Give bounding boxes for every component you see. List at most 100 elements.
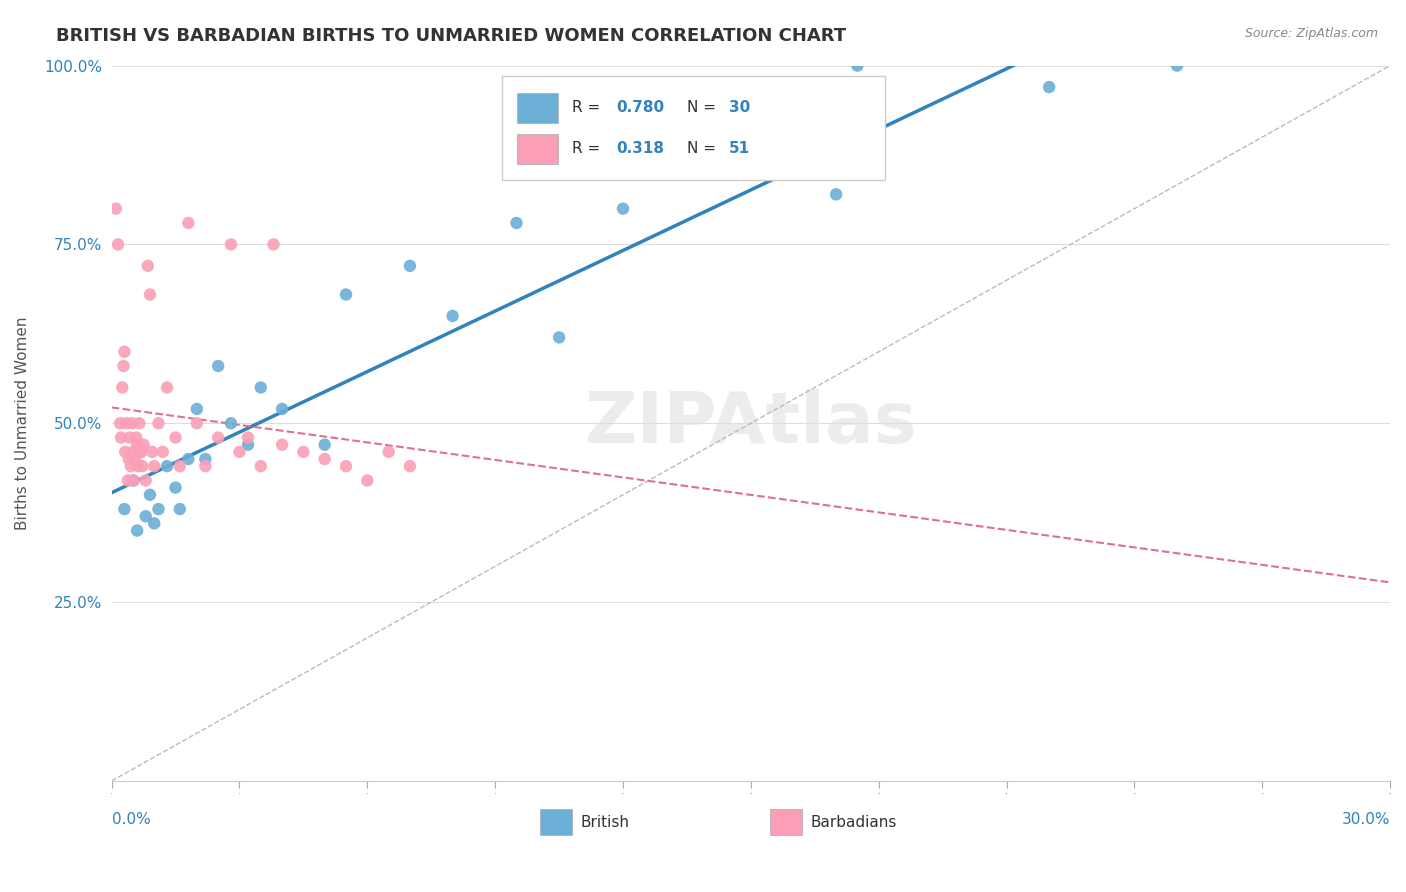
Point — [356, 474, 378, 488]
Text: N =: N = — [688, 141, 721, 156]
FancyBboxPatch shape — [517, 134, 558, 163]
Point — [399, 259, 422, 273]
Point — [127, 524, 149, 538]
Point — [314, 452, 336, 467]
Point — [129, 445, 152, 459]
Point — [128, 416, 150, 430]
Point — [112, 359, 135, 373]
Point — [143, 516, 166, 531]
Point — [127, 459, 149, 474]
Point — [111, 380, 134, 394]
Text: ZIPAtlas: ZIPAtlas — [585, 389, 917, 458]
Point — [112, 344, 135, 359]
Point — [139, 287, 162, 301]
Point — [122, 474, 145, 488]
Point — [169, 459, 191, 474]
Point — [141, 445, 163, 459]
Text: R =: R = — [572, 141, 605, 156]
Point — [122, 445, 145, 459]
Y-axis label: Births to Unmarried Women: Births to Unmarried Women — [15, 317, 30, 530]
Point — [136, 259, 159, 273]
Point — [207, 431, 229, 445]
FancyBboxPatch shape — [770, 810, 801, 835]
Point — [131, 445, 153, 459]
Text: 30.0%: 30.0% — [1341, 812, 1391, 827]
Point — [112, 502, 135, 516]
Text: Barbadians: Barbadians — [811, 815, 897, 830]
Point — [127, 438, 149, 452]
Point — [108, 416, 131, 430]
Point — [186, 401, 208, 416]
Point — [314, 438, 336, 452]
Point — [110, 431, 132, 445]
FancyBboxPatch shape — [502, 77, 886, 180]
Point — [139, 488, 162, 502]
Point — [548, 330, 571, 344]
Point — [118, 431, 141, 445]
Point — [104, 202, 127, 216]
Point — [115, 416, 138, 430]
Point — [165, 481, 187, 495]
Point — [135, 509, 157, 524]
Text: 0.0%: 0.0% — [111, 812, 150, 827]
Point — [219, 416, 242, 430]
Point — [177, 452, 200, 467]
Text: British: British — [581, 815, 630, 830]
Point — [249, 459, 271, 474]
Text: 30: 30 — [730, 100, 751, 115]
Text: BRITISH VS BARBADIAN BIRTHS TO UNMARRIED WOMEN CORRELATION CHART: BRITISH VS BARBADIAN BIRTHS TO UNMARRIED… — [56, 27, 846, 45]
Point — [165, 431, 187, 445]
Point — [124, 452, 146, 467]
Point — [177, 216, 200, 230]
Point — [228, 445, 250, 459]
Point — [135, 474, 157, 488]
Point — [825, 187, 848, 202]
Point — [399, 459, 422, 474]
Point — [148, 502, 170, 516]
Point — [125, 431, 148, 445]
Point — [441, 309, 464, 323]
Point — [271, 401, 294, 416]
Point — [335, 287, 357, 301]
Point — [207, 359, 229, 373]
Point — [131, 459, 153, 474]
Point — [121, 416, 143, 430]
Text: Source: ZipAtlas.com: Source: ZipAtlas.com — [1244, 27, 1378, 40]
Point — [143, 459, 166, 474]
Point — [1038, 80, 1060, 95]
Point — [114, 445, 136, 459]
Point — [236, 438, 259, 452]
Text: 51: 51 — [730, 141, 751, 156]
Point — [169, 502, 191, 516]
Point — [249, 380, 271, 394]
Text: N =: N = — [688, 100, 721, 115]
Point — [194, 459, 217, 474]
Point — [118, 452, 141, 467]
Text: R =: R = — [572, 100, 605, 115]
Point — [236, 431, 259, 445]
Point — [263, 237, 285, 252]
Point — [120, 459, 142, 474]
Point — [122, 474, 145, 488]
Point — [107, 237, 129, 252]
Point — [612, 202, 634, 216]
FancyBboxPatch shape — [517, 93, 558, 123]
Point — [132, 438, 155, 452]
Point — [335, 459, 357, 474]
Point — [292, 445, 315, 459]
Point — [156, 380, 179, 394]
Point — [505, 216, 527, 230]
Point — [194, 452, 217, 467]
Point — [377, 445, 399, 459]
Point — [152, 445, 174, 459]
Point — [1166, 59, 1188, 73]
Point — [148, 416, 170, 430]
Point — [156, 459, 179, 474]
Text: 0.318: 0.318 — [617, 141, 665, 156]
Text: 0.780: 0.780 — [617, 100, 665, 115]
Point — [271, 438, 294, 452]
Point — [718, 152, 741, 166]
Point — [117, 474, 139, 488]
Point — [219, 237, 242, 252]
Point — [186, 416, 208, 430]
